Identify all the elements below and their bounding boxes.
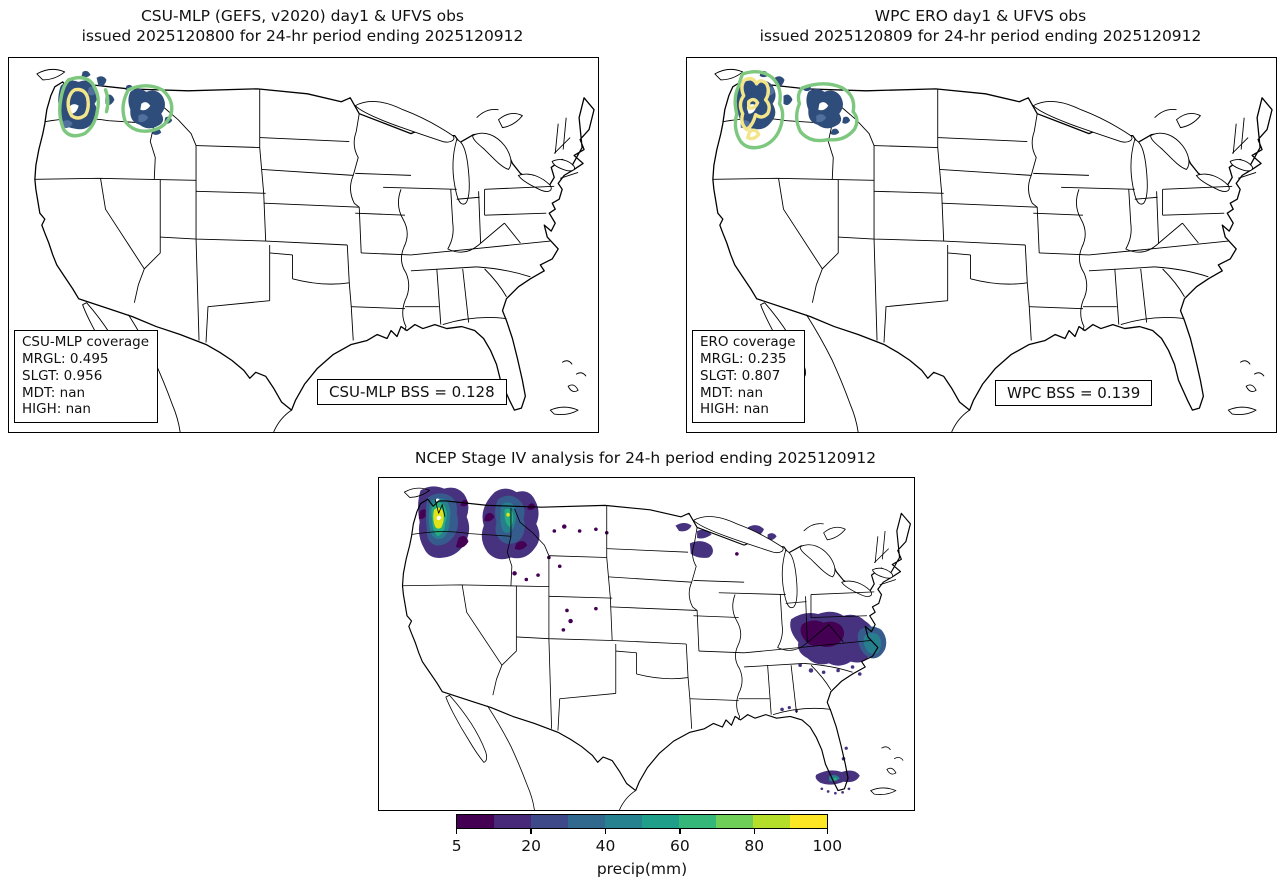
panel-csu-title-line2: issued 2025120800 for 24-hr period endin… [81, 26, 524, 45]
wpc-bss-box: WPC BSS = 0.139 [995, 380, 1153, 406]
panel-wpc-title-line2: issued 2025120809 for 24-hr period endin… [759, 26, 1202, 45]
colorbar-segment [531, 815, 568, 828]
precip-florida [780, 705, 860, 795]
colorbar-tick-mark [679, 829, 681, 834]
panel-wpc-title: WPC ERO day1 & UFVS obs issued 202512080… [686, 7, 1275, 47]
colorbar-tick-label: 5 [451, 837, 462, 855]
panel-wpc-map: ERO coverage MRGL: 0.235 SLGT: 0.807 MDT… [686, 57, 1277, 433]
colorbar-tick-label: 20 [521, 837, 541, 855]
csu-map-svg [34, 68, 595, 432]
panel-stage4-map [378, 477, 915, 811]
panel-csu-title: CSU-MLP (GEFS, v2020) day1 & UFVS obs is… [8, 7, 597, 47]
colorbar-segment [457, 815, 494, 828]
colorbar-segment [605, 815, 642, 828]
csu-coverage-title: CSU-MLP coverage [22, 334, 150, 351]
colorbar-segment [679, 815, 716, 828]
csu-slgt-contours [66, 87, 90, 120]
wpc-map-svg [712, 68, 1273, 432]
wpc-mrgl-contours [733, 69, 859, 150]
wpc-coverage-high: HIGH: nan [700, 401, 769, 418]
colorbar-tick-mark [753, 829, 755, 834]
colorbar-tick-label: 40 [595, 837, 616, 855]
csu-coverage-box: CSU-MLP coverage MRGL: 0.495 SLGT: 0.956… [14, 330, 159, 423]
csu-coverage-slgt: SLGT: 0.956 [22, 367, 103, 384]
csu-coverage-mrgl: MRGL: 0.495 [22, 351, 109, 368]
colorbar-segment [494, 815, 531, 828]
wpc-coverage-title: ERO coverage [700, 334, 796, 351]
csu-bss-box: CSU-MLP BSS = 0.128 [317, 379, 507, 405]
stage4-map-svg [401, 486, 911, 810]
colorbar-tick-mark [530, 829, 532, 834]
wpc-coverage-mrgl: MRGL: 0.235 [700, 351, 787, 368]
colorbar-axis-label: precip(mm) [596, 860, 688, 878]
colorbar-tick-mark [604, 829, 607, 834]
colorbar-tick-mark [826, 829, 828, 834]
csu-coverage-high: HIGH: nan [22, 401, 91, 418]
colorbar-tick-label: 100 [812, 837, 843, 855]
csu-mrgl-contours [58, 75, 174, 138]
wpc-coverage-box: ERO coverage MRGL: 0.235 SLGT: 0.807 MDT… [692, 330, 805, 423]
colorbar-segment [753, 815, 790, 828]
colorbar-segment [568, 815, 605, 828]
panel-wpc-title-line1: WPC ERO day1 & UFVS obs [874, 7, 1087, 25]
colorbar-segment [716, 815, 753, 828]
colorbar-tick-mark [456, 829, 458, 834]
panel-csu-map: CSU-MLP coverage MRGL: 0.495 SLGT: 0.956… [8, 57, 599, 433]
wpc-slgt-contours [738, 76, 771, 141]
wpc-coverage-mdt: MDT: nan [700, 384, 764, 401]
colorbar-segment [790, 815, 827, 828]
colorbar-tick-label: 60 [670, 837, 690, 855]
panel-csu-title-line1: CSU-MLP (GEFS, v2020) day1 & UFVS obs [140, 7, 464, 25]
colorbar-segment [642, 815, 679, 828]
precip-colorbar [456, 814, 828, 829]
colorbar-tick-label: 80 [744, 837, 765, 855]
csu-coverage-mdt: MDT: nan [22, 384, 86, 401]
wpc-coverage-slgt: SLGT: 0.807 [700, 367, 781, 384]
panel-stage4-title: NCEP Stage IV analysis for 24-h period e… [414, 449, 877, 467]
csu-obs-blobs [58, 70, 173, 135]
stage4-precip-field [418, 486, 887, 795]
